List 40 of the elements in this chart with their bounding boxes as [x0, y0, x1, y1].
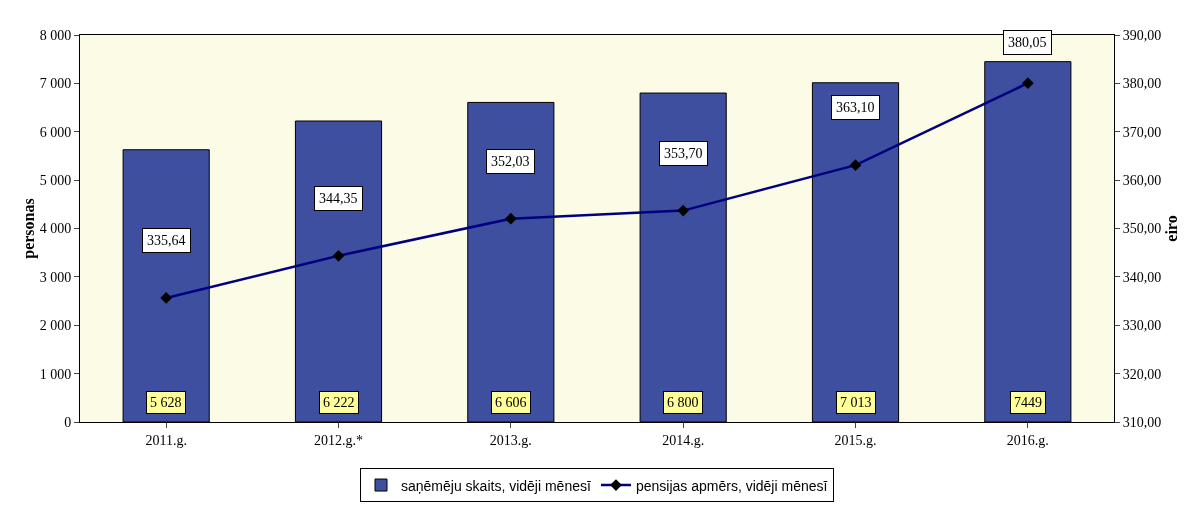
x-tick-label: 2016.g. [1006, 432, 1049, 448]
y-axis-title: personas [19, 198, 38, 259]
y-tick-label: 1 000 [39, 366, 72, 382]
x-tick-label: 2012.g.* [314, 432, 363, 448]
data-label: 7 013 [840, 395, 872, 410]
x-tick-label: 2013.g. [489, 432, 532, 448]
y2-tick-label: 320,00 [1122, 366, 1162, 382]
y-tick-label: 2 000 [39, 318, 72, 334]
y-tick-label: 8 000 [39, 27, 72, 43]
data-label: 6 222 [323, 395, 355, 410]
y2-tick-label: 330,00 [1122, 318, 1162, 334]
y-tick-label: 4 000 [39, 221, 72, 237]
y-tick-label: 3 000 [39, 269, 72, 285]
data-label: 5 628 [150, 395, 182, 410]
x-tick-label: 2014.g. [662, 432, 705, 448]
y2-tick-label: 340,00 [1122, 269, 1162, 285]
y2-tick-label: 390,00 [1122, 27, 1162, 43]
x-tick-label: 2011.g. [145, 432, 187, 448]
y2-tick-label: 380,00 [1122, 76, 1162, 92]
legend-label: pensijas apmērs, vidēji mēnesī [635, 477, 828, 494]
y2-axis-title: eiro [1163, 215, 1181, 242]
legend-label: saņēmēju skaits, vidēji mēnesī [401, 477, 591, 494]
data-label: 344,35 [319, 191, 358, 206]
data-label: 6 606 [495, 395, 527, 410]
data-label: 353,70 [664, 146, 703, 161]
y-tick-label: 7 000 [39, 76, 72, 92]
data-label: 335,64 [147, 233, 186, 248]
y-tick-label: 6 000 [39, 124, 72, 140]
data-label: 380,05 [1008, 35, 1047, 50]
y-tick-label: 0 [64, 414, 72, 430]
y2-tick-label: 360,00 [1122, 173, 1162, 189]
x-tick-label: 2015.g. [834, 432, 877, 448]
data-label: 352,03 [491, 154, 530, 169]
y2-tick-label: 370,00 [1122, 124, 1162, 140]
y2-tick-label: 310,00 [1122, 414, 1162, 430]
y2-tick-label: 350,00 [1122, 221, 1162, 237]
data-label: 7449 [1014, 395, 1042, 410]
data-label: 363,10 [836, 100, 875, 115]
y-tick-label: 5 000 [39, 173, 72, 189]
data-label: 6 800 [667, 395, 699, 410]
